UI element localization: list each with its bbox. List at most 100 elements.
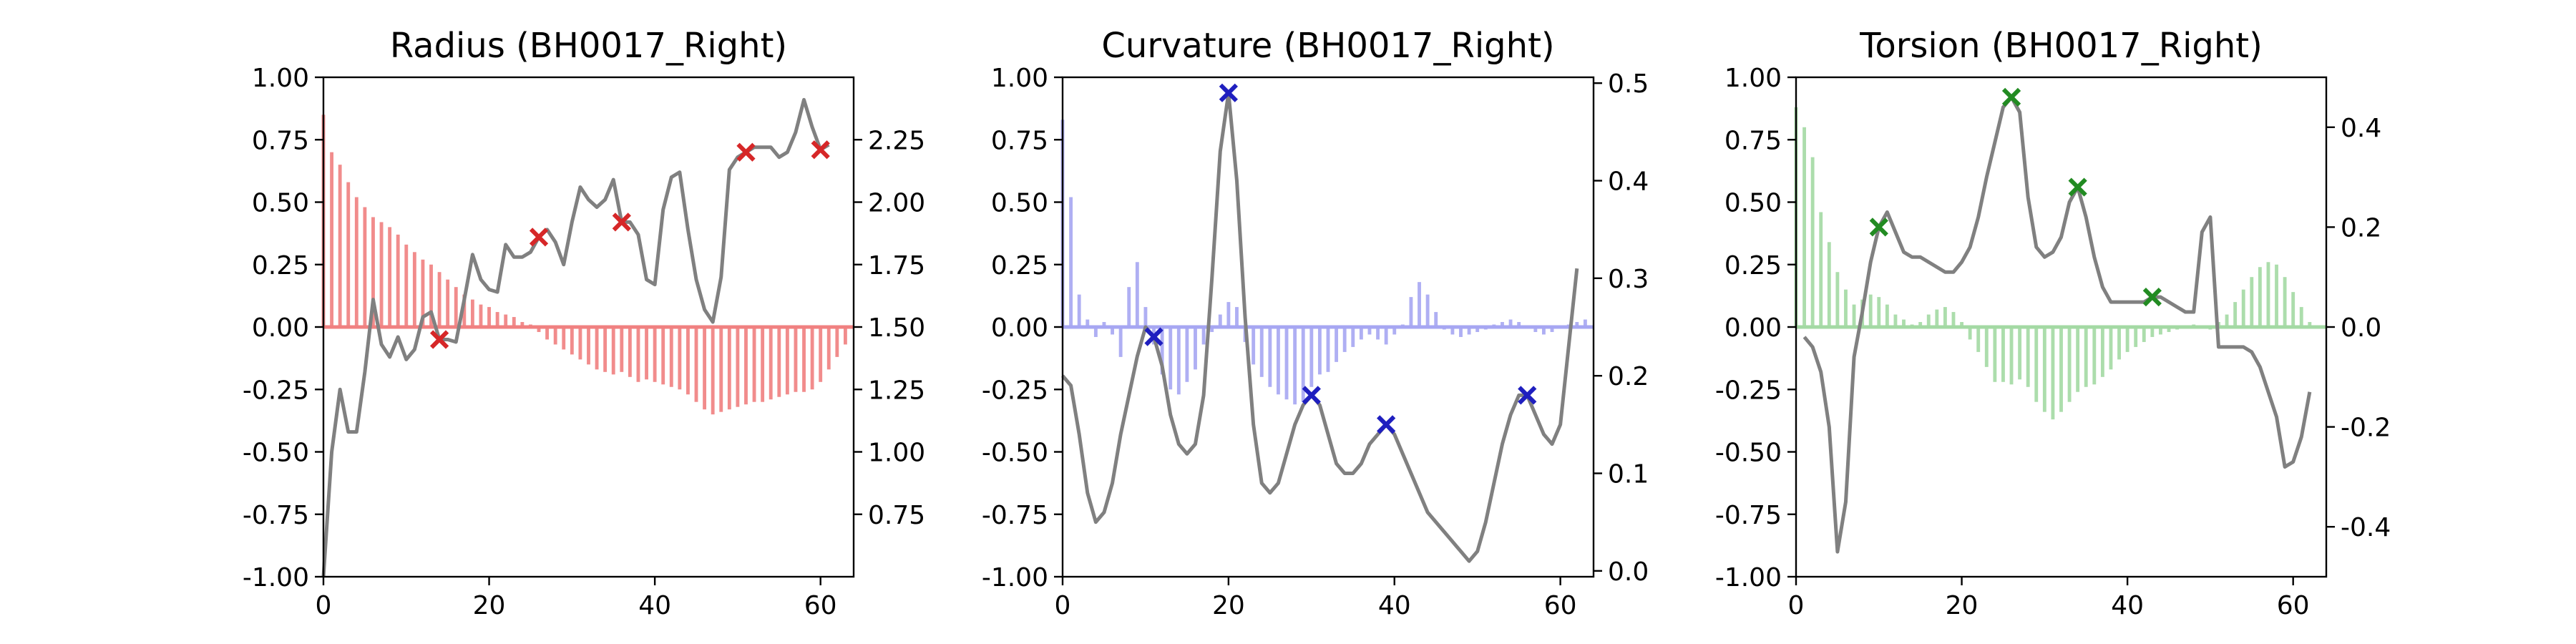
curvature-bar-25	[1268, 327, 1272, 387]
torsion-bar-40	[2125, 327, 2129, 352]
torsion-x-tick-label-3: 60	[2277, 591, 2310, 620]
torsion-peak-marker-1	[2001, 87, 2021, 107]
radius-bar-60	[819, 327, 823, 382]
torsion-bar-13	[1902, 319, 1906, 327]
torsion-bar-60	[2291, 292, 2296, 327]
radius-bar-26	[537, 327, 541, 332]
curvature-bar-24	[1259, 327, 1264, 377]
curvature-bar-57	[1533, 327, 1538, 332]
curvature-peak-marker-0	[1144, 327, 1163, 346]
curvature-bar-10	[1143, 307, 1148, 327]
torsion-bar-33	[2067, 327, 2072, 402]
curvature-y2-tick-label-5: 0.0	[1608, 557, 1649, 587]
torsion-peak-marker-3	[2142, 287, 2162, 307]
radius-bar-11	[412, 252, 416, 327]
radius-bar-46	[703, 327, 707, 410]
curvature-y-tick-label-4: 0.00	[991, 313, 1048, 343]
curvature-y2-tick-label-2: 0.3	[1608, 265, 1649, 294]
curvature-bar-50	[1475, 327, 1480, 332]
radius-y-tick-label-3: 0.25	[252, 251, 309, 280]
radius-bar-57	[794, 327, 798, 392]
torsion-bar-6	[1844, 289, 1848, 327]
curvature-x-tick-label-2: 40	[1378, 591, 1411, 620]
torsion-bar-45	[2167, 327, 2171, 332]
radius-bar-50	[736, 327, 740, 407]
curvature-bar-48	[1459, 327, 1463, 337]
radius-bar-27	[545, 327, 550, 340]
torsion-x-tick-label-1: 20	[1946, 591, 1979, 620]
radius-bar-17	[462, 294, 467, 327]
curvature-bar-9	[1135, 262, 1139, 327]
curvature-bar-1	[1069, 197, 1073, 327]
radius-bar-1	[330, 152, 334, 327]
curvature-bar-8	[1127, 287, 1131, 327]
torsion-bar-54	[2241, 289, 2245, 327]
torsion-bar-17	[1935, 309, 1939, 327]
curvature-bar-23	[1252, 327, 1256, 365]
radius-peak-marker-3	[736, 142, 756, 162]
radius-bar-37	[628, 327, 632, 377]
torsion-y-tick-label-1: 0.75	[1724, 126, 1782, 155]
torsion-bar-9	[1868, 294, 1873, 327]
radius-y2-tick-label-6: 0.75	[868, 501, 925, 530]
radius-y2-tick-label-1: 2.00	[868, 189, 925, 218]
curvature-bar-6	[1111, 327, 1114, 335]
curvature-bar-35	[1351, 327, 1355, 347]
curvature-bar-38	[1376, 327, 1380, 340]
curvature-y2-tick-label-1: 0.4	[1608, 167, 1649, 197]
torsion-bar-43	[2150, 327, 2155, 337]
radius-y-tick-label-5: -0.25	[243, 376, 309, 405]
radius-bar-41	[661, 327, 665, 385]
curvature-bar-19	[1218, 314, 1222, 327]
radius-bar-4	[354, 197, 358, 327]
curvature-bar-53	[1501, 322, 1504, 327]
curvature-y-tick-label-0: 1.00	[991, 64, 1048, 93]
radius-y-tick-label-2: 0.50	[252, 189, 309, 218]
curvature-bar-18	[1210, 327, 1214, 332]
torsion-bar-22	[1976, 327, 1981, 352]
torsion-y2-tick-label-0: 0.4	[2341, 114, 2381, 143]
radius-bar-10	[404, 244, 409, 327]
radius-bar-34	[603, 327, 608, 372]
curvature-y-tick-label-8: -1.00	[982, 563, 1048, 592]
curvature-bar-14	[1176, 327, 1181, 395]
torsion-peak-marker-0	[1869, 218, 1888, 237]
curvature-x-tick-label-1: 20	[1212, 591, 1245, 620]
radius-bar-53	[761, 327, 765, 402]
radius-bar-14	[437, 272, 441, 327]
radius-chart-title: Radius (BH0017_Right)	[390, 26, 787, 66]
curvature-x-tick-label-0: 0	[1055, 591, 1071, 620]
radius-bar-31	[578, 327, 582, 360]
torsion-bar-7	[1852, 304, 1856, 327]
curvature-bar-37	[1367, 327, 1372, 335]
torsion-y-tick-label-6: -0.50	[1715, 439, 1782, 468]
curvature-bar-12	[1160, 327, 1164, 375]
radius-bar-9	[396, 234, 400, 327]
torsion-bar-25	[2001, 327, 2005, 382]
torsion-bar-11	[1885, 304, 1889, 327]
radius-bar-51	[744, 327, 748, 405]
radius-bar-22	[504, 314, 508, 327]
torsion-bar-2	[1810, 157, 1815, 327]
torsion-bar-31	[2051, 327, 2055, 420]
radius-peak-marker-2	[612, 213, 631, 232]
radius-bar-59	[810, 327, 814, 390]
torsion-y2-tick-label-2: 0.0	[2341, 313, 2381, 343]
radius-bar-24	[520, 322, 525, 327]
radius-y2-tick-label-0: 2.25	[868, 126, 925, 155]
radius-bar-23	[512, 317, 516, 327]
radius-y2-tick-label-3: 1.50	[868, 313, 925, 343]
torsion-bar-3	[1819, 212, 1823, 327]
torsion-bar-10	[1877, 297, 1881, 327]
curvature-bar-3	[1085, 319, 1090, 327]
torsion-bar-42	[2142, 327, 2146, 342]
curvature-bar-15	[1185, 327, 1189, 382]
radius-panel: Radius (BH0017_Right) 0 20 40 60 1.00 0.75 0.5…	[243, 26, 925, 620]
curvature-y2-tick-label-0: 0.5	[1608, 69, 1649, 99]
curvature-bar-7	[1118, 327, 1123, 357]
radius-x-tick-label-2: 40	[638, 591, 671, 620]
curvature-peak-marker-1	[1219, 83, 1238, 102]
radius-y2-tick-label-4: 1.25	[868, 376, 925, 405]
curvature-bar-20	[1226, 302, 1231, 327]
torsion-bar-23	[1984, 327, 1989, 367]
